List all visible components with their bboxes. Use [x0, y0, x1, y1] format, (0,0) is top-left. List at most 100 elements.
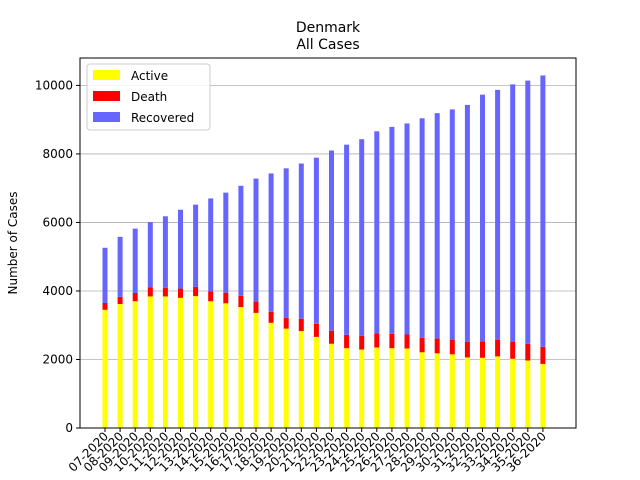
bars-layer — [102, 75, 546, 428]
bar-segment-death — [208, 291, 214, 302]
bar-segment-death — [495, 339, 501, 357]
bar-segment-death — [525, 343, 531, 361]
legend-swatch-active — [93, 70, 120, 80]
bar-segment-death — [374, 333, 380, 348]
bar-segment-death — [268, 311, 274, 323]
bar-segment-active — [389, 348, 395, 428]
bar-segment-active — [238, 307, 244, 428]
bar-segment-recovered — [283, 168, 289, 318]
bar-segment-death — [117, 296, 123, 304]
bar-segment-death — [389, 333, 395, 349]
bar-segment-active — [359, 349, 365, 428]
bar-segment-recovered — [404, 123, 410, 335]
bar-segment-active — [283, 328, 289, 428]
y-tick-label: 6000 — [42, 215, 73, 229]
bar-segment-active — [464, 357, 470, 428]
bar-segment-active — [344, 348, 350, 428]
bar-segment-active — [147, 296, 153, 428]
bar-segment-active — [449, 354, 455, 428]
bar-segment-death — [404, 334, 410, 349]
legend-label-death: Death — [131, 90, 167, 104]
bar-segment-recovered — [419, 118, 425, 338]
y-tick-label: 8000 — [42, 147, 73, 161]
legend-label-recovered: Recovered — [131, 111, 194, 125]
bar-segment-active — [525, 360, 531, 428]
bar-segment-death — [510, 342, 516, 359]
x-axis-ticks: 07-202008-202009-202010-202011-202012-20… — [66, 428, 549, 475]
bar-segment-active — [223, 303, 229, 428]
bar-segment-death — [329, 330, 334, 344]
bar-segment-active — [253, 312, 259, 428]
bar-segment-active — [102, 309, 108, 428]
bar-segment-death — [313, 323, 319, 337]
bar-segment-active — [193, 296, 199, 428]
legend-swatch-death — [93, 91, 120, 101]
bar-segment-death — [540, 346, 546, 364]
bar-segment-death — [132, 293, 138, 302]
bar-segment-recovered — [510, 84, 516, 343]
bar-segment-recovered — [162, 216, 168, 288]
bar-segment-recovered — [434, 113, 440, 339]
bar-segment-death — [283, 317, 289, 329]
y-tick-label: 0 — [65, 421, 73, 435]
bar-segment-recovered — [344, 144, 350, 335]
bar-segment-death — [238, 295, 244, 308]
bar-segment-recovered — [102, 247, 108, 303]
bar-segment-recovered — [298, 163, 304, 319]
y-axis-label: Number of Cases — [6, 191, 20, 294]
bar-segment-active — [510, 358, 516, 428]
plot-frame — [79, 57, 577, 429]
bar-segment-active — [117, 303, 123, 428]
chart-title: Denmark — [296, 20, 361, 36]
bar-segment-active — [540, 363, 546, 428]
bar-segment-recovered — [495, 89, 501, 340]
bar-segment-death — [419, 337, 425, 353]
bar-segment-recovered — [117, 236, 123, 297]
bar-segment-death — [480, 341, 485, 358]
legend-swatch-recovered — [93, 112, 120, 122]
bar-segment-recovered — [313, 157, 319, 324]
bar-segment-active — [374, 347, 380, 428]
bar-segment-recovered — [540, 75, 546, 347]
legend: Active Death Recovered — [86, 63, 211, 131]
bar-segment-recovered — [147, 222, 153, 288]
bar-segment-active — [434, 353, 440, 428]
bar-segment-recovered — [253, 178, 259, 302]
bar-segment-death — [434, 338, 440, 354]
bar-segment-active — [480, 357, 485, 428]
bar-segment-recovered — [193, 204, 199, 287]
bar-segment-death — [253, 301, 259, 313]
bar-segment-recovered — [132, 228, 138, 294]
bar-segment-death — [102, 302, 108, 310]
bar-segment-death — [359, 335, 365, 350]
bar-segment-recovered — [449, 109, 455, 340]
bar-segment-active — [298, 331, 304, 428]
bar-segment-active — [313, 336, 319, 428]
bar-segment-recovered — [525, 80, 531, 344]
chart-subtitle: All Cases — [296, 37, 359, 53]
bar-segment-recovered — [238, 185, 244, 296]
bar-segment-death — [223, 292, 229, 304]
bar-segment-death — [464, 341, 470, 358]
bar-segment-active — [495, 356, 501, 428]
legend-label-active: Active — [131, 69, 168, 83]
bar-segment-active — [329, 343, 334, 428]
bar-segment-recovered — [208, 198, 214, 292]
bar-segment-recovered — [223, 192, 229, 293]
bar-segment-death — [344, 334, 350, 349]
bar-segment-recovered — [329, 150, 334, 331]
bar-segment-active — [404, 348, 410, 428]
bar-segment-recovered — [480, 94, 485, 342]
bar-segment-death — [298, 318, 304, 332]
bar-segment-recovered — [178, 209, 183, 289]
bar-segment-death — [178, 288, 183, 298]
bar-segment-recovered — [268, 173, 274, 312]
y-tick-label: 2000 — [42, 352, 73, 366]
bar-segment-active — [178, 297, 183, 428]
bar-segment-recovered — [464, 104, 470, 342]
bar-segment-recovered — [389, 126, 395, 334]
bar-segment-active — [162, 296, 168, 428]
bar-segment-active — [268, 322, 274, 428]
